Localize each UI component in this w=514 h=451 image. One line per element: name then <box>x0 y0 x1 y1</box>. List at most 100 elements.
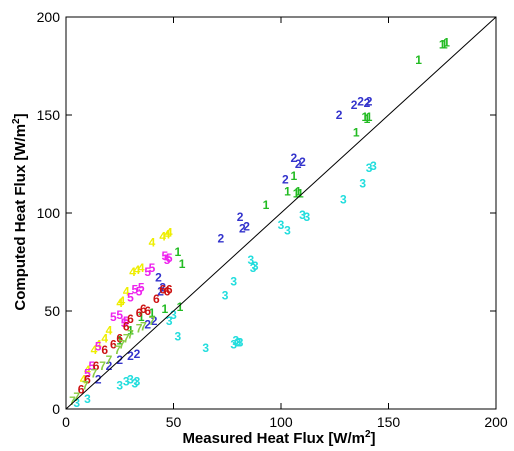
data-point: 2 <box>157 284 164 298</box>
x-tick-label: 100 <box>269 414 293 430</box>
series-2: 22222222222222222222222 <box>95 94 373 386</box>
data-point: 6 <box>123 320 130 334</box>
data-point: 2 <box>155 271 162 285</box>
y-tick-label: 150 <box>37 107 61 123</box>
data-point: 5 <box>88 359 95 373</box>
data-point: 2 <box>237 210 244 224</box>
data-point: 6 <box>166 282 173 296</box>
data-point: 5 <box>84 367 91 381</box>
data-point: 5 <box>131 282 138 296</box>
x-axis-title: Measured Heat Flux [W/m2] <box>182 429 375 447</box>
data-point: 3 <box>278 218 285 232</box>
data-point: 3 <box>222 288 229 302</box>
data-point: 2 <box>357 94 364 108</box>
data-point: 2 <box>159 280 166 294</box>
data-point: 4 <box>91 343 98 357</box>
data-point: 4 <box>166 226 173 240</box>
data-point: 2 <box>351 98 358 112</box>
data-point: 1 <box>415 53 422 67</box>
data-point: 6 <box>101 343 108 357</box>
data-point: 4 <box>116 296 123 310</box>
data-point: 4 <box>129 265 136 279</box>
x-tick-label: 50 <box>166 414 182 430</box>
data-point: 1 <box>441 37 448 51</box>
data-point: 2 <box>144 318 151 332</box>
data-point: 4 <box>106 324 113 338</box>
data-point: 4 <box>123 284 130 298</box>
data-point: 1 <box>263 198 270 212</box>
data-point: 1 <box>353 126 360 140</box>
data-point: 6 <box>127 312 134 326</box>
data-point: 2 <box>239 222 246 236</box>
data-point: 3 <box>134 375 141 389</box>
data-point: 1 <box>291 169 298 183</box>
data-point: 1 <box>443 35 450 49</box>
data-point: 6 <box>159 282 166 296</box>
data-point: 3 <box>174 329 181 343</box>
data-point: 3 <box>303 210 310 224</box>
data-point: 3 <box>366 161 373 175</box>
data-point: 3 <box>84 392 91 406</box>
data-point: 3 <box>248 253 255 267</box>
data-point: 3 <box>250 261 257 275</box>
data-point: 5 <box>110 310 117 324</box>
data-point: 5 <box>164 253 171 267</box>
data-point: 1 <box>116 333 123 347</box>
data-point: 7 <box>123 331 130 345</box>
data-point: 3 <box>230 337 237 351</box>
data-point: 3 <box>359 177 366 191</box>
data-point: 1 <box>284 184 291 198</box>
identity-line <box>65 16 497 410</box>
data-point: 3 <box>237 335 244 349</box>
data-point: 2 <box>291 151 298 165</box>
data-point: 3 <box>123 375 130 389</box>
data-point: 5 <box>136 284 143 298</box>
data-point: 6 <box>153 292 160 306</box>
data-point: 7 <box>91 367 98 381</box>
data-point: 3 <box>166 314 173 328</box>
x-tick-label: 150 <box>377 414 401 430</box>
data-point: 6 <box>84 373 91 387</box>
data-point: 5 <box>123 314 130 328</box>
data-point: 4 <box>101 331 108 345</box>
data-point: 7 <box>69 394 76 408</box>
data-point: 3 <box>230 275 237 289</box>
y-tick-label: 0 <box>52 401 60 417</box>
data-point: 1 <box>179 257 186 271</box>
data-point: 6 <box>140 302 147 316</box>
data-point: 1 <box>364 112 371 126</box>
data-point: 7 <box>149 314 156 328</box>
data-point: 2 <box>243 220 250 234</box>
data-point: 6 <box>164 284 171 298</box>
data-point: 3 <box>284 224 291 238</box>
y-tick-label: 50 <box>44 303 60 319</box>
data-point: 4 <box>95 337 102 351</box>
data-point: 2 <box>364 96 371 110</box>
data-point: 6 <box>136 306 143 320</box>
data-point: 1 <box>362 110 369 124</box>
data-point: 6 <box>78 382 85 396</box>
data-point: 1 <box>293 186 300 200</box>
data-point: 3 <box>370 159 377 173</box>
data-point: 1 <box>366 110 373 124</box>
data-point: 2 <box>134 347 141 361</box>
data-point: 3 <box>170 308 177 322</box>
data-point: 4 <box>164 228 171 242</box>
data-point: 5 <box>166 251 173 265</box>
data-point: 2 <box>106 359 113 373</box>
data-point: 3 <box>299 208 306 222</box>
y-axis-title: Computed Heat Flux [W/m2] <box>11 113 29 310</box>
data-point: 4 <box>149 235 156 249</box>
data-point: 7 <box>140 320 147 334</box>
data-point: 5 <box>95 339 102 353</box>
data-point: 1 <box>162 302 169 316</box>
data-point: 7 <box>119 337 126 351</box>
data-point: 5 <box>121 316 128 330</box>
data-point: 3 <box>73 396 80 410</box>
